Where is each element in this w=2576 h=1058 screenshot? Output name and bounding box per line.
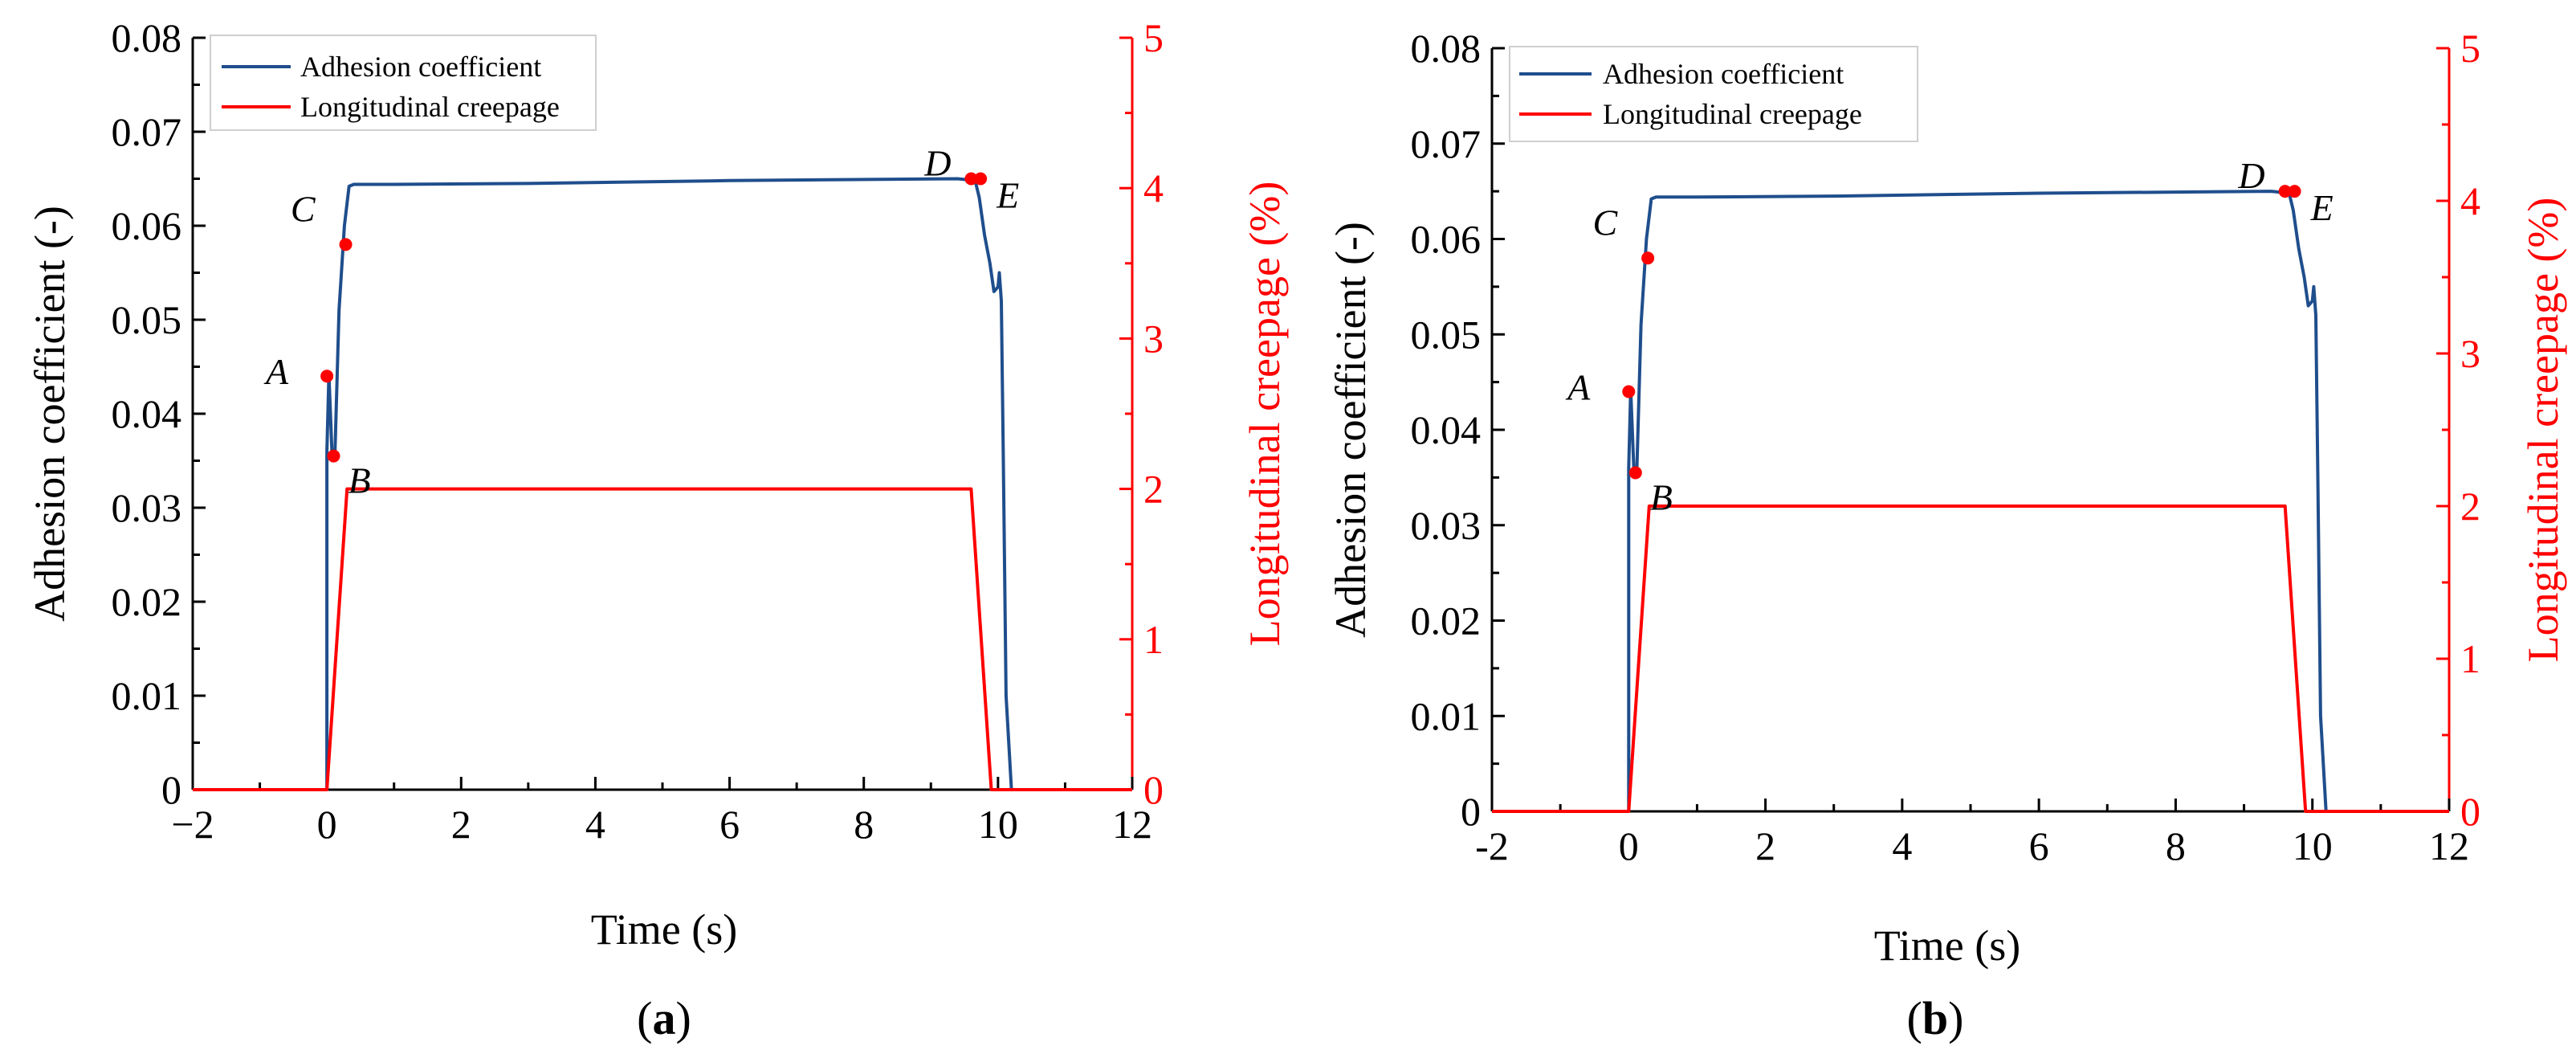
- y-tick-label: 0.01: [112, 673, 182, 718]
- x-tick-label: 12: [1112, 802, 1152, 847]
- y2-axis-title: Longitudinal creepage (%): [1241, 182, 1289, 647]
- y-tick-label: 0.08: [1411, 26, 1482, 71]
- point-marker-b: [1628, 466, 1642, 480]
- x-tick-label: 6: [2029, 823, 2049, 868]
- x-tick-label: 8: [2166, 823, 2186, 868]
- y2-tick-label: 3: [2460, 331, 2480, 376]
- chart-panel-a: −2 0 2 4 6 8 10 1200.010.020.030.040.050.060.07…: [26, 15, 1289, 1044]
- point-label-e: E: [2310, 187, 2333, 228]
- x-tick-label: 12: [2429, 823, 2469, 868]
- y-tick-label: 0.04: [1411, 407, 1482, 452]
- x-tick-label: 4: [1892, 823, 1912, 868]
- x-tick-label: 10: [2293, 823, 2333, 868]
- y-tick-label: 0.08: [112, 15, 182, 60]
- y2-tick-label: 2: [1143, 467, 1164, 512]
- point-marker-e: [974, 172, 988, 186]
- point-label-b: B: [1650, 476, 1673, 517]
- series-b: [1492, 190, 2449, 813]
- chart-panel-b: -2 0 2 4 6 8 10 1200.010.020.030.040.050.060.07…: [1327, 26, 2567, 1044]
- legend-label-adhesion: Adhesion coefficient: [300, 51, 541, 83]
- legend-box: [1509, 46, 1918, 142]
- y-tick-label: 0.02: [112, 579, 182, 624]
- y-tick-label: 0.07: [1411, 121, 1482, 166]
- point-marker-c: [1641, 251, 1655, 265]
- legend-label-adhesion: Adhesion coefficient: [1603, 58, 1844, 90]
- point-label-c: C: [291, 188, 316, 229]
- y2-tick-label: 4: [1143, 165, 1164, 210]
- y-tick-label: 0.05: [1411, 312, 1482, 357]
- y-tick-label: 0.04: [112, 391, 182, 436]
- x-tick-label: 0: [317, 802, 337, 847]
- legend-box: [210, 35, 597, 131]
- panel-label-a: (a): [637, 992, 691, 1044]
- ticks-b: -2 0 2 4 6 8 10 1200.010.020.030.040.050.060.07…: [1411, 26, 2481, 868]
- point-label-d: D: [923, 143, 951, 184]
- point-label-a: A: [263, 351, 289, 392]
- x-axis-title: Time (s): [1874, 921, 2021, 970]
- point-marker-d: [2278, 185, 2292, 198]
- legend-a: Adhesion coefficient Longitudinal creepa…: [210, 35, 597, 131]
- y2-axis-title: Longitudinal creepage (%): [2519, 198, 2567, 663]
- x-axis-title: Time (s): [591, 905, 738, 954]
- y2-tick-label: 1: [2460, 636, 2480, 681]
- x-tick-label: 4: [585, 802, 605, 847]
- point-marker-b: [327, 449, 340, 463]
- longitudinal-creepage-line: [193, 487, 1132, 791]
- x-tick-label: 6: [719, 802, 740, 847]
- longitudinal-creepage-line: [1492, 504, 2449, 813]
- point-marker-a: [1622, 385, 1636, 398]
- point-label-c: C: [1592, 202, 1618, 243]
- y2-tick-label: 0: [1143, 767, 1164, 812]
- y2-tick-label: 5: [1143, 15, 1164, 60]
- point-label-e: E: [996, 175, 1019, 216]
- y-axis-title: Adhesion coefficient (-): [1327, 222, 1375, 638]
- x-tick-label: 8: [854, 802, 874, 847]
- y2-tick-label: 5: [2460, 26, 2480, 71]
- point-label-d: D: [2237, 155, 2264, 196]
- x-tick-label: 0: [1619, 823, 1639, 868]
- markers-b: A B C D E: [1565, 155, 2333, 517]
- y-axis-title: Adhesion coefficient (-): [26, 206, 74, 622]
- y-tick-label: 0.07: [112, 109, 182, 154]
- y-tick-label: 0.06: [112, 203, 182, 248]
- y-tick-label: 0.05: [112, 297, 182, 342]
- point-marker-c: [339, 238, 353, 251]
- y2-tick-label: 2: [2460, 484, 2480, 529]
- x-tick-label: 2: [451, 802, 471, 847]
- series-a: [193, 177, 1132, 791]
- markers-a: A B C D E: [263, 143, 1019, 501]
- point-label-b: B: [348, 460, 371, 501]
- point-marker-d: [964, 172, 978, 186]
- y2-tick-label: 3: [1143, 316, 1164, 361]
- y2-tick-label: 1: [1143, 617, 1164, 662]
- legend-label-creepage: Longitudinal creepage: [1603, 98, 1862, 130]
- x-tick-label: −2: [171, 802, 214, 847]
- legend-label-creepage: Longitudinal creepage: [300, 91, 560, 123]
- y2-tick-label: 0: [2460, 789, 2480, 834]
- x-tick-label: -2: [1475, 823, 1509, 868]
- y-tick-label: 0: [1461, 789, 1481, 834]
- point-marker-e: [2288, 185, 2301, 198]
- point-label-a: A: [1565, 367, 1591, 408]
- point-marker-a: [320, 370, 334, 383]
- ticks-a: −2 0 2 4 6 8 10 1200.010.020.030.040.050.060.07…: [112, 15, 1164, 847]
- x-tick-label: 10: [978, 802, 1018, 847]
- y-tick-label: 0.02: [1411, 598, 1482, 643]
- y-tick-label: 0.03: [112, 485, 182, 530]
- y-tick-label: 0.03: [1411, 503, 1482, 548]
- y-tick-label: 0.06: [1411, 217, 1482, 262]
- y-tick-label: 0: [161, 767, 181, 812]
- y2-tick-label: 4: [2460, 178, 2480, 223]
- panel-label-b: (b): [1907, 992, 1964, 1044]
- legend-b: Adhesion coefficient Longitudinal creepa…: [1509, 46, 1918, 142]
- x-tick-label: 2: [1755, 823, 1775, 868]
- y-tick-label: 0.01: [1411, 693, 1482, 738]
